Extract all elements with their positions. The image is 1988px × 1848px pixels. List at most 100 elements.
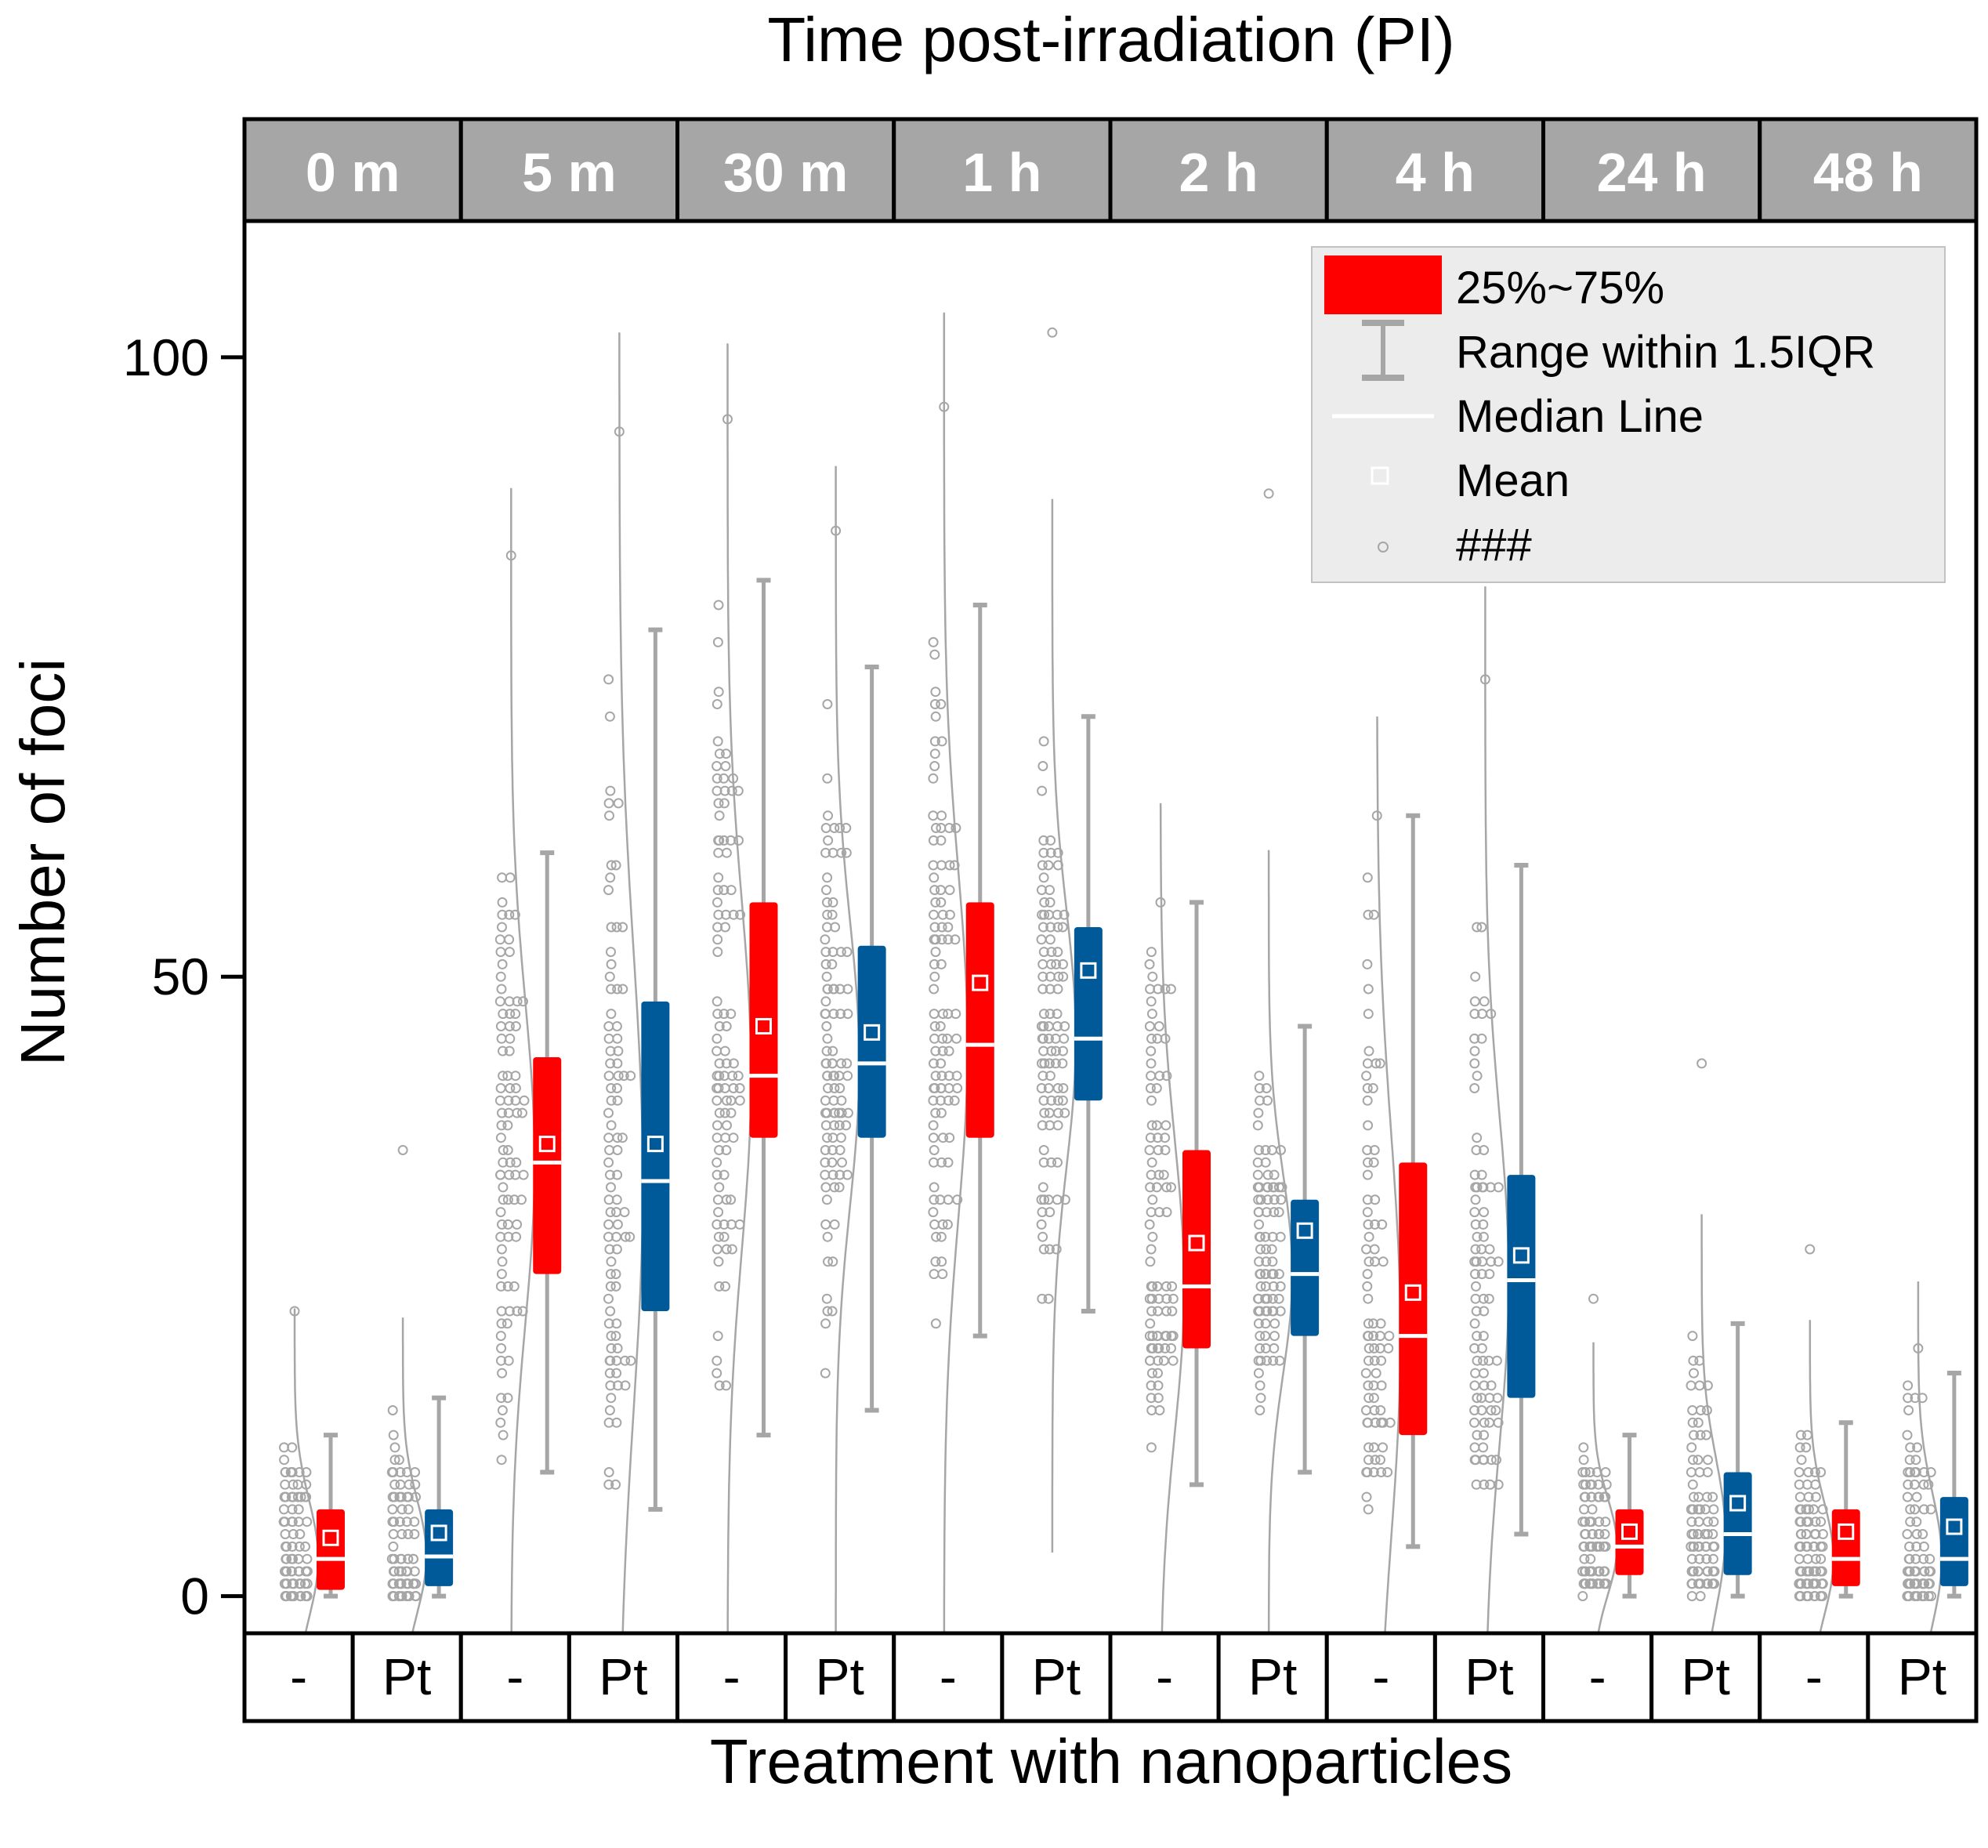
data-point-48-h-control	[1815, 1566, 1826, 1577]
data-point-2-h-pt	[1255, 1355, 1266, 1366]
data-point-30-m-pt	[835, 1083, 846, 1093]
data-point-24-h-pt	[1707, 1491, 1718, 1502]
mean-marker-5-m-control	[538, 1136, 556, 1153]
data-point-2-h-control	[1145, 1256, 1156, 1267]
treatment-label-2-h-control: -	[1156, 1647, 1173, 1705]
data-point-5-m-control	[497, 897, 508, 908]
data-point-5-m-control	[497, 909, 508, 920]
data-point-2-h-pt	[1253, 1318, 1264, 1329]
data-point-30-m-pt	[820, 934, 831, 945]
treatment-cell-4-h-control	[1324, 1631, 1437, 1723]
data-point-30-m-pt	[829, 1083, 840, 1093]
treatment-label-2-h-pt: Pt	[1248, 1647, 1297, 1705]
data-point-48-h-control	[1795, 1529, 1806, 1539]
data-point-4-h-control	[1363, 1231, 1374, 1242]
data-point-30-m-control	[721, 1194, 732, 1205]
treatment-cell-5-m-control	[458, 1631, 571, 1723]
data-point-48-h-pt	[1904, 1578, 1915, 1589]
data-point-30-m-control	[719, 1045, 730, 1056]
data-point-5-m-control	[510, 1009, 521, 1020]
data-point-5-m-control	[502, 1120, 513, 1131]
data-point-0-m-pt	[408, 1578, 419, 1589]
data-point-30-m-pt	[842, 984, 853, 995]
data-point-2-h-control	[1161, 1293, 1172, 1304]
data-point-5-m-control	[503, 1355, 514, 1366]
data-point-48-h-control	[1810, 1578, 1821, 1589]
data-point-30-m-pt	[842, 1058, 853, 1069]
data-point-5-m-control	[497, 1405, 508, 1415]
data-point-48-h-control	[1795, 1516, 1806, 1527]
data-point-4-h-pt	[1469, 1417, 1479, 1428]
data-point-2-h-control	[1158, 1169, 1169, 1180]
box-4-h-pt	[1507, 1175, 1536, 1398]
data-point-4-h-pt	[1476, 1169, 1487, 1180]
data-point-5-m-pt	[605, 785, 616, 796]
data-point-24-h-control	[1580, 1529, 1591, 1539]
data-point-0-m-pt	[395, 1467, 406, 1477]
data-point-48-h-control	[1804, 1566, 1815, 1577]
mean-marker-4-h-pt	[1512, 1247, 1530, 1264]
data-point-4-h-pt	[1479, 1479, 1490, 1490]
data-point-0-m-control	[279, 1455, 290, 1466]
data-point-30-m-control	[712, 996, 722, 1007]
data-point-1-h-control	[929, 922, 940, 933]
data-point-4-h-pt	[1493, 1182, 1504, 1193]
data-point-30-m-pt	[835, 947, 846, 958]
data-point-48-h-pt	[1903, 1553, 1914, 1564]
data-point-0-m-control	[302, 1516, 313, 1527]
data-point-30-m-pt	[820, 1157, 831, 1168]
data-point-5-m-control	[516, 1194, 527, 1205]
mean-marker-48-h-pt	[1946, 1518, 1963, 1535]
data-point-4-h-control	[1362, 1145, 1373, 1155]
data-point-5-m-control	[509, 1281, 520, 1292]
data-point-2-h-pt	[1261, 1083, 1272, 1093]
data-point-24-h-control	[1595, 1578, 1605, 1589]
data-point-24-h-pt	[1693, 1566, 1704, 1577]
data-point-5-m-pt	[603, 1107, 614, 1118]
treatment-label-24-h-control: -	[1589, 1647, 1606, 1705]
data-point-2-h-pt	[1262, 1355, 1273, 1366]
data-point-5-m-pt	[606, 1095, 617, 1106]
y-axis: 0 50 100	[123, 328, 244, 1625]
data-point-30-m-pt	[823, 835, 834, 846]
data-point-2-h-control	[1161, 1306, 1172, 1317]
data-point-1-h-control	[936, 699, 947, 709]
data-point-5-m-control	[495, 1417, 506, 1428]
data-point-1-h-control	[928, 1120, 939, 1131]
data-point-4-h-control	[1370, 1219, 1380, 1230]
data-point-5-m-control	[517, 1107, 527, 1118]
data-point-30-m-pt	[827, 958, 838, 969]
data-point-5-m-control	[510, 1083, 521, 1093]
data-point-0-m-pt	[389, 1455, 400, 1466]
data-point-24-h-control	[1591, 1541, 1602, 1552]
data-point-30-m-pt	[835, 1132, 846, 1143]
data-point-4-h-pt	[1470, 1182, 1481, 1193]
time-header-label-1-h: 1 h	[962, 142, 1041, 203]
data-point-0-m-pt	[397, 1529, 407, 1539]
data-point-30-m-control	[728, 1058, 739, 1069]
data-point-1-h-control	[929, 984, 940, 995]
data-point-4-h-control	[1369, 1355, 1380, 1366]
data-point-0-m-control	[288, 1491, 298, 1502]
data-point-0-m-control	[287, 1442, 298, 1453]
data-point-24-h-pt	[1688, 1566, 1699, 1577]
data-point-0-m-pt	[408, 1553, 418, 1564]
data-point-4-h-pt	[1478, 1455, 1489, 1466]
data-point-2-h-pt	[1254, 1219, 1265, 1230]
data-point-24-h-pt	[1708, 1504, 1719, 1515]
treatment-cell-30-m-pt	[784, 1631, 896, 1723]
data-point-5-m-pt	[612, 1169, 623, 1180]
data-point-0-m-pt	[395, 1553, 406, 1564]
data-point-4-h-pt	[1472, 922, 1483, 933]
data-point-0-m-pt	[411, 1591, 422, 1602]
data-point-4-h-pt	[1472, 1393, 1483, 1404]
data-point-0-m-control	[288, 1479, 299, 1490]
data-point-30-m-control	[719, 1107, 730, 1118]
data-point-4-h-pt	[1476, 1343, 1487, 1353]
data-point-24-h-pt	[1686, 1516, 1697, 1527]
data-point-4-h-pt	[1472, 1132, 1483, 1143]
data-point-0-m-control	[293, 1566, 304, 1577]
data-point-24-h-pt	[1689, 1368, 1699, 1379]
data-point-1-h-control	[930, 1071, 941, 1082]
data-point-2-h-control	[1151, 1083, 1162, 1093]
